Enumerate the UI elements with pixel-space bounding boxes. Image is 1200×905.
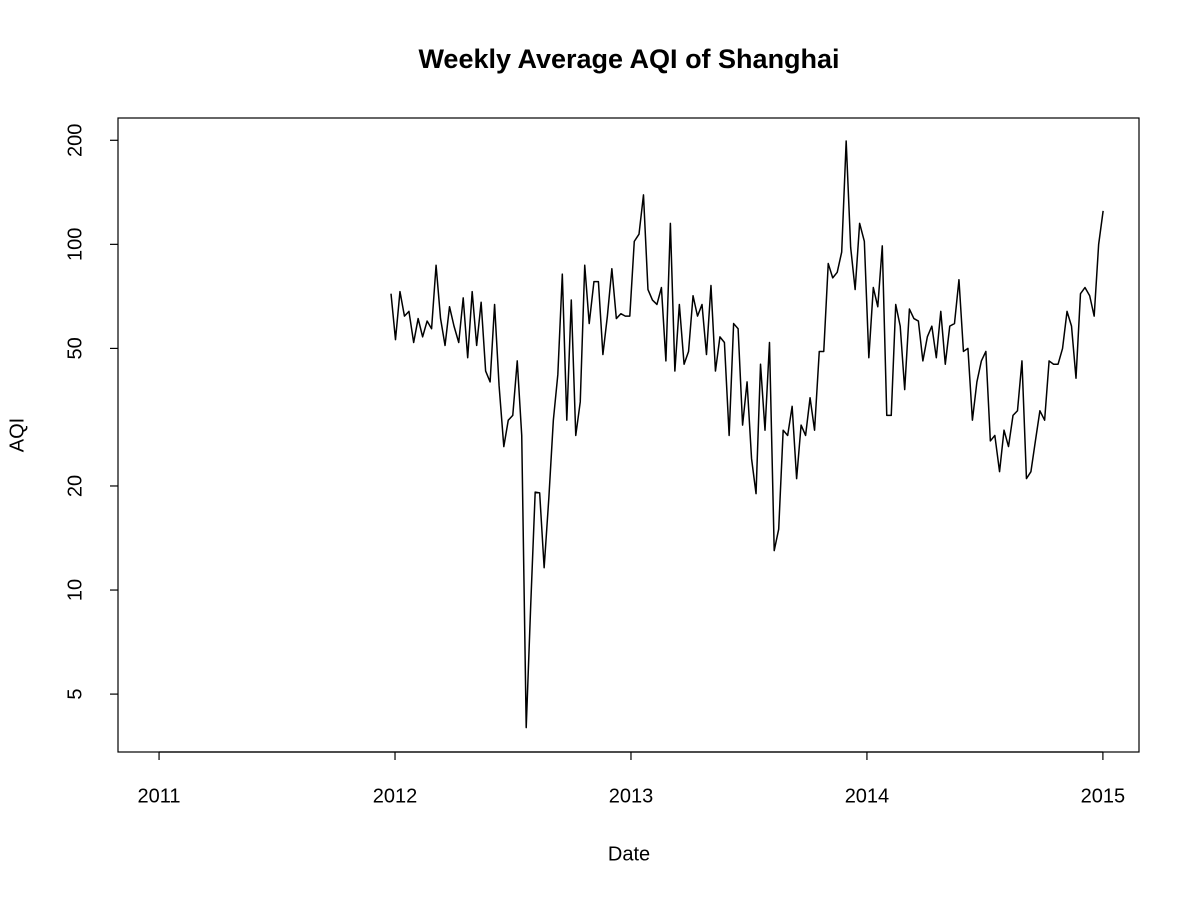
y-tick-label: 10: [64, 579, 86, 601]
chart-title: Weekly Average AQI of Shanghai: [418, 44, 839, 74]
x-tick-label: 2014: [845, 785, 890, 807]
y-tick-label: 20: [64, 475, 86, 497]
y-tick-label: 100: [64, 228, 86, 261]
y-tick-label: 5: [64, 689, 86, 700]
x-tick-label: 2012: [373, 785, 418, 807]
y-tick-label: 50: [64, 337, 86, 359]
x-tick-label: 2015: [1081, 785, 1126, 807]
x-axis-label: Date: [608, 843, 650, 865]
y-tick-label: 200: [64, 124, 86, 157]
y-axis-label: AQI: [6, 418, 28, 452]
plot-frame: [117, 117, 1140, 753]
x-tick-label: 2011: [138, 785, 181, 807]
data-line: [390, 140, 1104, 729]
x-tick-label: 2013: [609, 785, 654, 807]
